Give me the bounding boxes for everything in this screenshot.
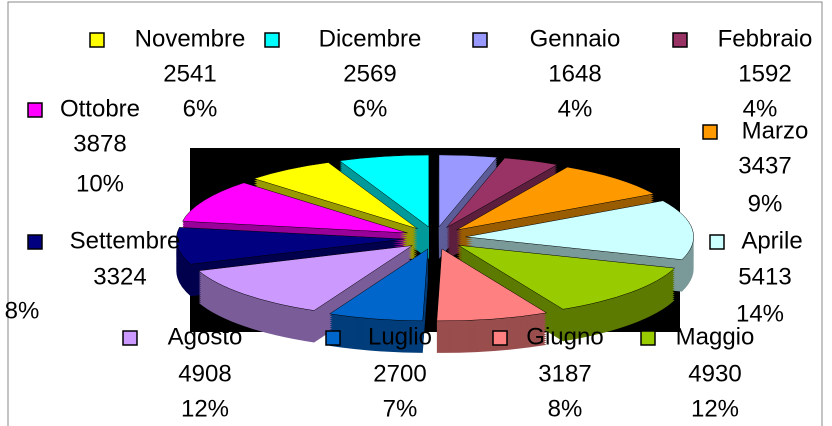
legend-marker xyxy=(709,234,725,250)
category-label: Gennaio xyxy=(530,25,621,52)
value-label: 3437 xyxy=(738,152,791,179)
percent-label: 4% xyxy=(743,95,778,122)
slice xyxy=(176,227,405,265)
percent-label: 8% xyxy=(548,395,583,422)
category-label: Febbraio xyxy=(718,25,813,52)
slice xyxy=(465,200,694,260)
slice xyxy=(458,245,676,310)
value-label: 2700 xyxy=(373,360,426,387)
legend-marker xyxy=(122,330,138,346)
legend-marker xyxy=(89,32,105,48)
category-label: Settembre xyxy=(70,227,181,254)
legend-marker xyxy=(472,32,488,48)
percent-label: 8% xyxy=(5,297,40,324)
value-label: 4930 xyxy=(688,360,741,387)
category-label: Aprile xyxy=(741,227,802,254)
legend-marker xyxy=(640,330,656,346)
percent-label: 10% xyxy=(76,170,124,197)
category-label: Ottobre xyxy=(60,95,140,122)
pie xyxy=(176,154,694,353)
value-label: 1648 xyxy=(548,60,601,87)
percent-label: 6% xyxy=(353,95,388,122)
category-label: Novembre xyxy=(135,25,246,52)
percent-label: 6% xyxy=(183,95,218,122)
slice xyxy=(436,248,548,322)
value-label: 5413 xyxy=(738,263,791,290)
slice xyxy=(182,182,408,234)
legend-marker xyxy=(702,124,718,140)
slice xyxy=(338,154,430,228)
category-label: Dicembre xyxy=(319,25,422,52)
legend-marker xyxy=(27,102,43,118)
slice xyxy=(253,162,418,230)
value-label: 3878 xyxy=(73,130,126,157)
slice xyxy=(446,157,559,228)
legend-marker xyxy=(492,330,508,346)
legend-marker xyxy=(264,32,280,48)
category-label: Agosto xyxy=(168,323,243,350)
percent-label: 14% xyxy=(736,300,784,327)
percent-label: 12% xyxy=(691,395,739,422)
slice xyxy=(456,166,655,231)
value-label: 2569 xyxy=(343,60,396,87)
percent-label: 9% xyxy=(748,190,783,217)
percent-label: 4% xyxy=(558,95,593,122)
percent-label: 7% xyxy=(383,395,418,422)
percent-label: 12% xyxy=(181,395,229,422)
category-label: Luglio xyxy=(368,323,432,350)
category-label: Giugno xyxy=(526,323,603,350)
value-label: 1592 xyxy=(738,60,791,87)
legend-marker xyxy=(325,330,341,346)
slice xyxy=(198,245,413,311)
labels: Gennaio16484%Febbraio15924%Marzo34379%Ap… xyxy=(5,25,813,422)
category-label: Marzo xyxy=(742,117,809,144)
value-label: 2541 xyxy=(163,60,216,87)
value-label: 3324 xyxy=(93,263,146,290)
slice xyxy=(328,248,429,322)
legend-marker xyxy=(27,234,43,250)
category-label: Maggio xyxy=(676,323,755,350)
value-label: 4908 xyxy=(178,360,231,387)
legend-marker xyxy=(672,32,688,48)
slice xyxy=(438,154,498,228)
value-label: 3187 xyxy=(538,360,591,387)
